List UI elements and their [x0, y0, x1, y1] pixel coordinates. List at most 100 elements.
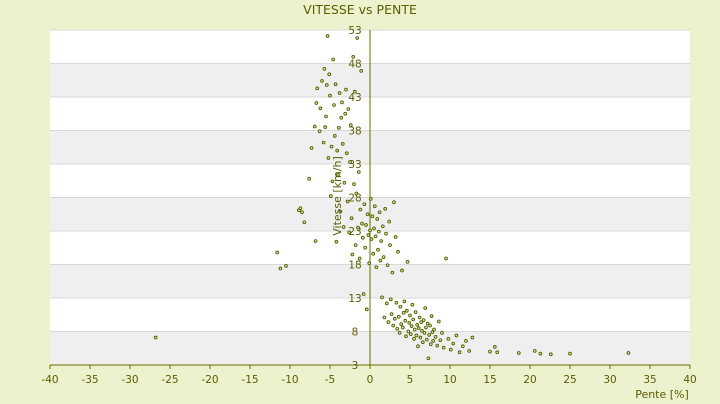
data-point — [376, 229, 381, 234]
data-point — [350, 252, 355, 257]
data-point — [400, 325, 405, 330]
data-point — [352, 89, 357, 94]
data-point — [416, 344, 420, 349]
data-point — [385, 263, 390, 268]
data-point — [346, 107, 351, 111]
data-point — [432, 327, 436, 332]
data-point — [331, 57, 336, 62]
y-tick-label: 3 — [352, 360, 359, 372]
data-point — [324, 114, 328, 119]
data-point — [430, 330, 435, 335]
data-point — [406, 329, 411, 334]
data-point — [320, 79, 324, 83]
data-point — [377, 210, 382, 215]
data-point — [367, 261, 372, 266]
data-point — [323, 125, 328, 129]
data-point — [330, 179, 335, 184]
data-point — [332, 134, 337, 138]
y-tick-label: 53 — [348, 25, 361, 37]
x-tick-label: -15 — [241, 374, 258, 386]
x-tick-label: -25 — [161, 374, 178, 386]
data-point — [322, 67, 327, 71]
data-point — [312, 124, 317, 129]
data-point — [362, 202, 367, 207]
data-point — [340, 100, 344, 105]
data-point — [307, 176, 312, 181]
data-point — [374, 265, 379, 270]
data-point — [344, 151, 349, 156]
data-point — [426, 356, 431, 361]
data-point — [355, 36, 360, 40]
data-point — [396, 314, 401, 319]
data-point — [327, 72, 332, 77]
data-point — [425, 321, 430, 326]
data-point — [329, 144, 334, 149]
data-point — [440, 330, 444, 335]
data-point — [351, 54, 356, 59]
data-point — [408, 332, 413, 337]
data-point — [548, 352, 553, 357]
data-point — [538, 351, 543, 356]
data-point — [321, 140, 326, 145]
x-tick-label: -20 — [201, 374, 218, 386]
data-point — [314, 101, 319, 105]
data-point — [361, 292, 366, 296]
data-point — [328, 93, 332, 98]
data-point — [343, 111, 348, 116]
data-point — [446, 337, 451, 341]
data-point — [391, 323, 396, 328]
data-point — [375, 217, 380, 221]
data-point — [313, 239, 318, 243]
x-tick-label: 40 — [683, 374, 696, 386]
data-point — [388, 297, 393, 302]
data-point — [492, 345, 497, 349]
data-point — [532, 349, 537, 353]
data-point — [457, 350, 462, 355]
data-point — [275, 250, 280, 255]
data-point — [488, 349, 492, 354]
data-point — [380, 295, 384, 300]
data-point — [399, 322, 404, 326]
data-point — [395, 326, 400, 331]
data-point — [626, 351, 631, 355]
data-point — [372, 204, 377, 209]
data-point — [464, 339, 468, 343]
data-points — [153, 34, 631, 361]
data-point — [419, 320, 424, 324]
data-point — [342, 180, 347, 185]
data-point — [412, 337, 416, 341]
data-point — [341, 225, 346, 229]
data-point — [378, 258, 383, 263]
data-point — [470, 335, 475, 340]
x-tick-label: 0 — [367, 374, 374, 386]
x-tick-label: 25 — [563, 374, 576, 386]
data-point — [392, 316, 397, 321]
data-point — [300, 210, 304, 215]
x-tick-label: 10 — [443, 374, 456, 386]
data-point — [335, 148, 340, 153]
data-point — [409, 324, 414, 328]
data-point — [298, 206, 303, 211]
y-tick-label: 8 — [352, 327, 359, 339]
data-point — [428, 342, 433, 347]
data-point — [394, 300, 399, 305]
data-point — [398, 304, 403, 309]
data-point — [324, 83, 329, 87]
data-point — [417, 315, 422, 320]
data-point — [386, 320, 391, 324]
data-point — [370, 214, 375, 219]
data-point — [424, 337, 429, 342]
data-point — [416, 326, 421, 330]
data-point — [420, 328, 424, 333]
data-point — [413, 310, 418, 314]
data-point — [334, 239, 339, 244]
data-point — [326, 156, 331, 160]
data-point — [339, 115, 344, 120]
data-point — [348, 123, 353, 127]
data-point — [359, 69, 364, 73]
x-tick-label: -30 — [121, 374, 138, 386]
data-point — [433, 335, 438, 339]
data-point — [389, 312, 394, 316]
